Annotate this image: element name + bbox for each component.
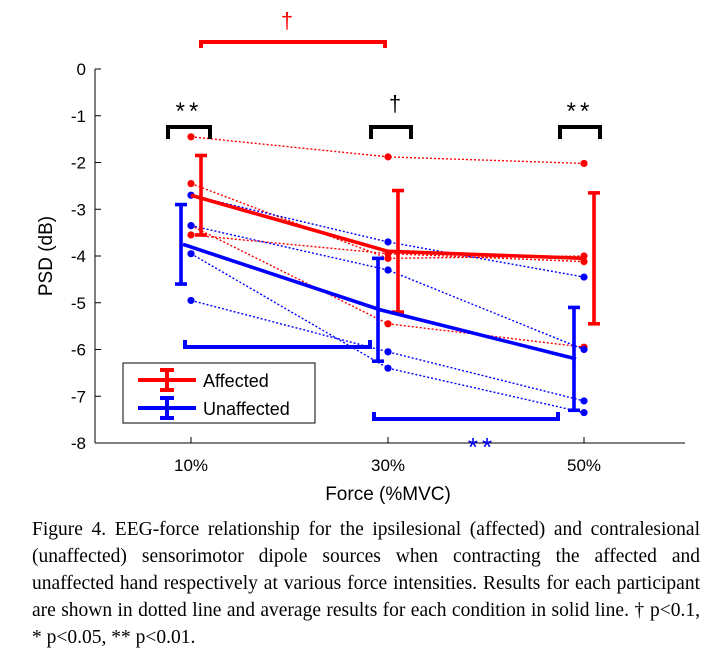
participant-point-unaffected-2 xyxy=(187,222,195,230)
y-tick-label: -1 xyxy=(71,107,86,126)
chart: 0 -1 -2 -3 -4 -5 -6 -7 -8 10% 30% 50% PSD (dB) For… xyxy=(36,8,685,505)
participant-lines xyxy=(187,133,588,417)
mean-lines xyxy=(175,153,600,413)
double-star-10: ** xyxy=(176,98,203,125)
bracket-condition-30 xyxy=(369,125,413,139)
mean-line-affected xyxy=(190,193,585,261)
y-tick-label: -3 xyxy=(71,200,86,219)
x-axis-label: Force (%MVC) xyxy=(325,484,451,505)
participant-point-unaffected-4 xyxy=(580,397,588,405)
participant-point-unaffected-3 xyxy=(580,409,588,417)
participant-line-unaffected-3 xyxy=(190,253,585,414)
participant-point-affected-2 xyxy=(187,179,195,188)
participant-point-unaffected-3 xyxy=(187,250,195,258)
participant-point-affected-1 xyxy=(580,159,588,168)
figure-caption: Figure 4. EEG-force relationship for the… xyxy=(32,519,700,648)
participant-line-affected-2 xyxy=(190,182,585,260)
participant-point-unaffected-4 xyxy=(384,348,392,356)
mean-line-unaffected xyxy=(182,242,577,361)
dagger-affected-10-30: † xyxy=(281,8,293,33)
bracket-condition-50 xyxy=(558,125,602,139)
bracket-unaffected-30-50 xyxy=(372,412,560,421)
participant-point-affected-4 xyxy=(384,320,392,328)
x-tick-label: 50% xyxy=(567,456,601,475)
double-star-50: ** xyxy=(567,98,594,125)
x-tick-label: 10% xyxy=(174,456,208,475)
legend-entry-affected: Affected xyxy=(138,368,269,392)
participant-point-affected-1 xyxy=(187,133,195,141)
participant-point-unaffected-2 xyxy=(580,345,588,354)
axes: 0 -1 -2 -3 -4 -5 -6 -7 -8 10% 30% 50% PSD (dB) For… xyxy=(36,60,685,505)
double-star-unaffected-30-50: ** xyxy=(468,432,496,462)
legend-label-unaffected: Unaffected xyxy=(203,399,290,419)
legend-label-affected: Affected xyxy=(203,371,269,391)
y-tick-label: -2 xyxy=(71,154,86,173)
y-tick-label: -8 xyxy=(71,434,86,453)
y-tick-label: -5 xyxy=(71,294,86,313)
dagger-condition-30: † xyxy=(389,91,401,116)
y-tick-label: 0 xyxy=(77,60,86,79)
legend-box xyxy=(122,362,316,424)
participant-point-unaffected-3 xyxy=(384,364,392,372)
participant-point-unaffected-1 xyxy=(580,273,588,281)
legend-entry-unaffected: Unaffected xyxy=(138,396,290,420)
bracket-affected-10-30 xyxy=(199,40,387,48)
bracket-unaffected-10-30 xyxy=(183,340,372,349)
participant-point-affected-3 xyxy=(187,231,195,239)
x-ticks: 10% 30% 50% xyxy=(174,437,601,475)
y-tick-label: -6 xyxy=(71,341,86,360)
y-tick-label: -4 xyxy=(71,247,86,266)
legend: Affected Unaffected xyxy=(122,362,316,424)
y-tick-label: -7 xyxy=(71,387,86,406)
participant-line-affected-1 xyxy=(190,136,585,165)
x-tick-label: 30% xyxy=(371,456,405,475)
participant-point-unaffected-2 xyxy=(384,266,392,274)
y-axis-label: PSD (dB) xyxy=(36,216,57,296)
participant-point-unaffected-4 xyxy=(187,296,195,305)
bracket-condition-10 xyxy=(166,125,212,139)
participant-point-affected-1 xyxy=(384,153,392,161)
participant-point-unaffected-1 xyxy=(384,238,392,246)
y-ticks: 0 -1 -2 -3 -4 -5 -6 -7 -8 xyxy=(71,60,101,453)
